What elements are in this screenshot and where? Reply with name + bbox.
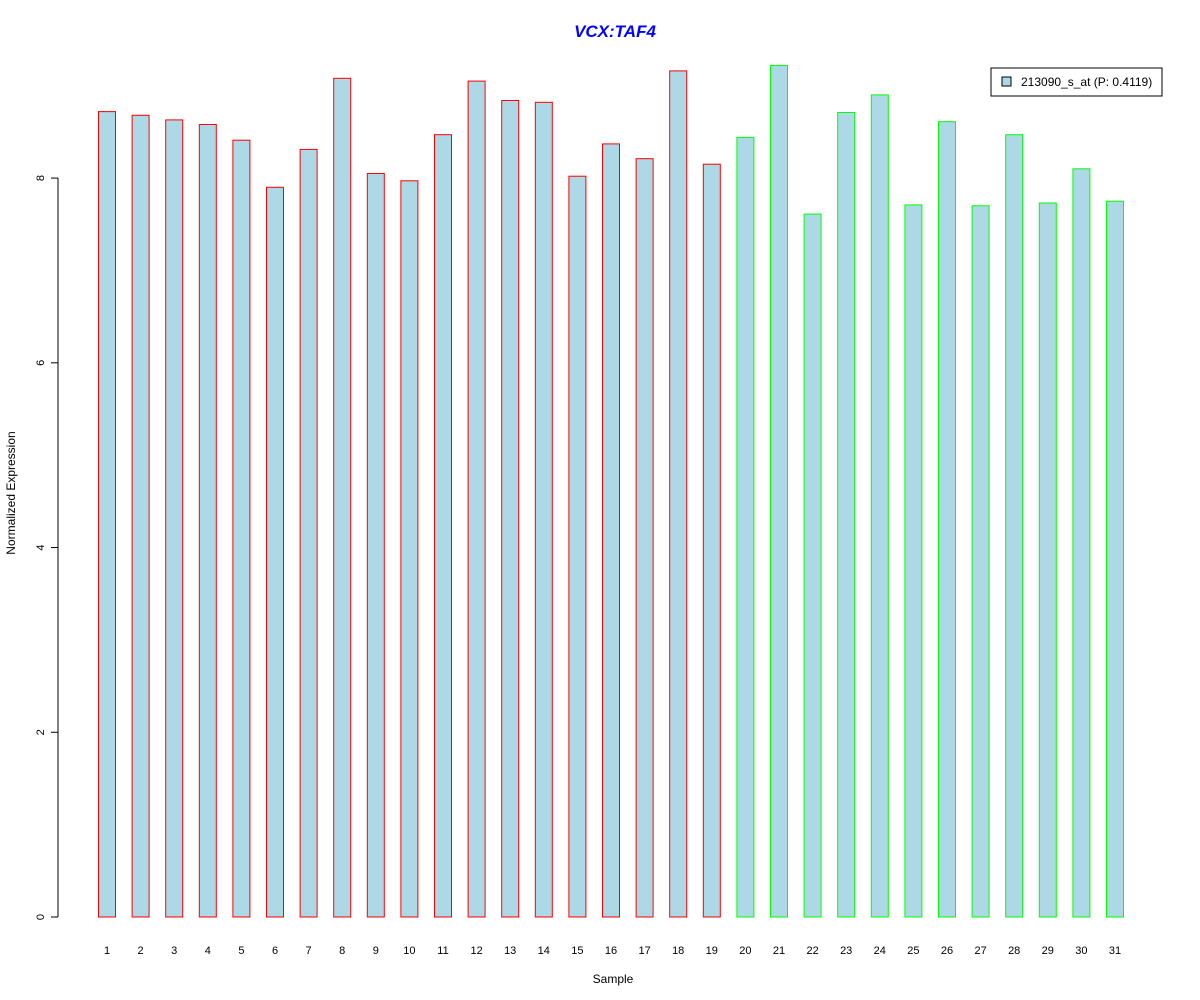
- x-tick-label: 23: [840, 945, 852, 957]
- bar: [702, 163, 721, 918]
- bar: [870, 94, 889, 918]
- x-tick-label: 16: [605, 945, 617, 957]
- y-axis-label: Normalized Expression: [4, 431, 18, 554]
- x-tick-label: 31: [1109, 945, 1121, 957]
- bar: [198, 124, 217, 918]
- bars: [98, 64, 1124, 918]
- x-tick-label: 27: [974, 945, 986, 957]
- x-tick-label: 12: [470, 945, 482, 957]
- x-tick-label: 18: [672, 945, 684, 957]
- legend-label: 213090_s_at (P: 0.4119): [1021, 75, 1152, 89]
- x-tick-label: 1: [104, 945, 110, 957]
- x-tick-label: 3: [171, 945, 177, 957]
- x-tick-label: 21: [773, 945, 785, 957]
- x-tick-label: 17: [638, 945, 650, 957]
- bar: [467, 80, 486, 918]
- bar: [299, 148, 318, 918]
- bar: [266, 186, 284, 918]
- x-tick-label: 6: [272, 945, 278, 957]
- legend-swatch: [1001, 76, 1012, 87]
- x-tick-label: 14: [538, 945, 550, 957]
- bar: [501, 100, 520, 918]
- bar: [534, 101, 553, 918]
- bar: [803, 213, 822, 918]
- x-tick-label: 28: [1008, 945, 1020, 957]
- x-tick-labels: 1 2 3 4 5 6 7 8 9 10 11 12 13 14 15 16 17 18 19 20 21 22 23 24 2…: [104, 945, 1121, 957]
- bar: [434, 134, 452, 918]
- bar: [938, 121, 956, 918]
- bar: [98, 111, 116, 918]
- y-tick-label: 6: [35, 360, 47, 366]
- bar: [770, 64, 788, 918]
- y-tick-label: 2: [35, 729, 47, 735]
- bar: [837, 112, 856, 918]
- y-tick-label: 8: [35, 175, 47, 181]
- legend: 213090_s_at (P: 0.4119): [990, 67, 1163, 97]
- bar: [736, 136, 755, 918]
- bar: [1072, 168, 1091, 918]
- x-tick-label: 29: [1042, 945, 1054, 957]
- x-tick-label: 8: [339, 945, 345, 957]
- chart-title: VCX:TAF4: [574, 22, 656, 41]
- x-tick-label: 9: [373, 945, 379, 957]
- x-tick-label: 11: [437, 945, 448, 957]
- x-tick-label: 13: [504, 945, 516, 957]
- bar: [232, 139, 251, 918]
- x-tick-label: 2: [138, 945, 144, 957]
- x-tick-label: 20: [739, 945, 751, 957]
- bar: [1005, 134, 1024, 918]
- bar: [602, 143, 620, 918]
- bar: [568, 175, 587, 918]
- bar: [904, 204, 923, 918]
- bar: [366, 173, 385, 918]
- bar: [971, 205, 990, 918]
- x-axis-label: Sample: [593, 972, 634, 986]
- x-tick-label: 10: [403, 945, 415, 957]
- x-tick-label: 7: [306, 945, 312, 957]
- y-tick-label: 0: [35, 914, 47, 920]
- bar: [333, 77, 352, 918]
- bar: [1038, 202, 1057, 918]
- x-tick-label: 30: [1075, 945, 1087, 957]
- bar: [165, 119, 184, 918]
- x-tick-label: 5: [238, 945, 244, 957]
- x-tick-label: 15: [571, 945, 583, 957]
- y-tick-label: 4: [35, 544, 47, 550]
- bar: [131, 114, 150, 918]
- x-tick-label: 26: [941, 945, 953, 957]
- x-tick-label: 24: [874, 945, 886, 957]
- bar: [1106, 200, 1124, 918]
- x-tick-label: 25: [907, 945, 919, 957]
- legend-box: [990, 67, 1163, 97]
- bar: [400, 180, 419, 918]
- y-axis: 0 2 4 6 8: [35, 175, 59, 920]
- bar: [669, 70, 688, 918]
- x-tick-label: 19: [706, 945, 718, 957]
- x-tick-label: 4: [205, 945, 211, 957]
- x-tick-label: 22: [806, 945, 818, 957]
- bar: [635, 158, 654, 918]
